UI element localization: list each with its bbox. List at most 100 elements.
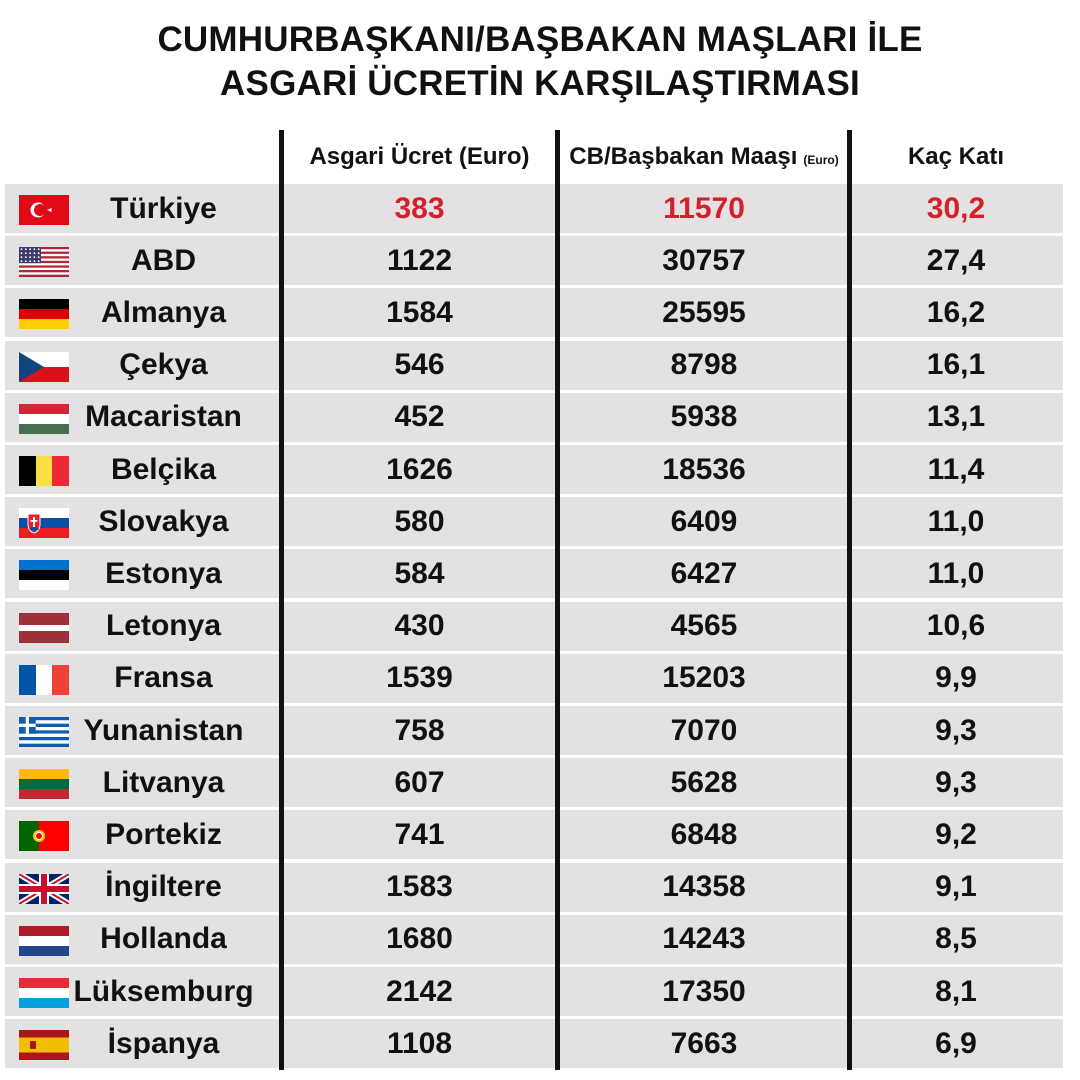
column-divider-2 xyxy=(555,130,560,1070)
min-wage-value: 1626 xyxy=(386,452,453,486)
ratio-value: 10,6 xyxy=(926,609,986,643)
country-name: ABD xyxy=(131,243,196,277)
leader-salary-value: 5938 xyxy=(670,400,738,434)
min-wage-value: 607 xyxy=(394,765,445,799)
table-header: Asgari Ücret (Euro) CB/Başbakan Maaşı (Eu… xyxy=(0,132,1080,182)
flag-czechia-icon xyxy=(19,351,69,382)
title-line-2: ASGARİ ÜCRETİN KARŞILAŞTIRMASI xyxy=(220,64,860,103)
flag-estonia-icon xyxy=(19,560,69,591)
table-row: Macaristan 452 5938 13,1 xyxy=(5,392,1063,442)
header-leader-salary-label: CB/Başbakan Maaşı xyxy=(569,143,798,170)
country-name: Türkiye xyxy=(110,191,217,225)
flag-hungary-icon xyxy=(19,403,69,434)
flag-belgium-icon xyxy=(19,456,69,486)
table-row: Yunanistan 758 7070 9,3 xyxy=(5,706,1063,755)
ratio-value: 13,1 xyxy=(926,400,986,434)
ratio-value: 9,3 xyxy=(935,765,977,799)
flag-uk-icon xyxy=(19,873,69,904)
ratio-value: 8,5 xyxy=(935,922,977,956)
table-row: Lüksemburg 2142 17350 8,1 xyxy=(5,967,1063,1016)
flag-portugal-icon xyxy=(19,821,69,852)
header-min-wage-label: Asgari Ücret (Euro) xyxy=(309,143,530,170)
min-wage-value: 1680 xyxy=(386,922,453,956)
page-title: CUMHURBAŞKANI/BAŞBAKAN MAŞLARI İLE ASGAR… xyxy=(0,18,1080,106)
leader-salary-value: 15203 xyxy=(662,661,746,695)
min-wage-value: 584 xyxy=(394,556,445,590)
min-wage-value: 546 xyxy=(394,348,445,382)
min-wage-value: 1539 xyxy=(386,661,453,695)
table-row: Litvanya 607 5628 9,3 xyxy=(5,758,1063,808)
table-row: Çekya 546 8798 16,1 xyxy=(5,340,1063,390)
ratio-value: 27,4 xyxy=(926,243,986,277)
ratio-value: 16,1 xyxy=(926,348,986,382)
leader-salary-value: 6848 xyxy=(670,817,738,851)
min-wage-value: 1583 xyxy=(386,870,453,904)
ratio-value: 9,9 xyxy=(935,661,977,695)
table-row: Estonya 584 6427 11,0 xyxy=(5,549,1063,599)
country-name: Litvanya xyxy=(102,765,225,799)
min-wage-value: 430 xyxy=(394,609,445,643)
min-wage-value: 1584 xyxy=(386,295,453,329)
table-row: Letonya 430 4565 10,6 xyxy=(5,601,1063,651)
min-wage-value: 758 xyxy=(394,713,445,747)
min-wage-value: 741 xyxy=(394,817,445,851)
country-name: Fransa xyxy=(114,661,213,695)
header-min-wage: Asgari Ücret (Euro) xyxy=(282,132,557,182)
header-leader-salary-unit: (Euro) xyxy=(803,153,839,167)
leader-salary-value: 7070 xyxy=(670,713,738,747)
ratio-value: 11,4 xyxy=(927,452,985,486)
ratio-value: 9,2 xyxy=(935,817,977,851)
country-name: Hollanda xyxy=(100,922,227,956)
ratio-value: 9,1 xyxy=(935,870,977,904)
column-divider-1 xyxy=(279,130,284,1070)
leader-salary-value: 14358 xyxy=(662,870,746,904)
leader-salary-value: 17350 xyxy=(662,974,746,1008)
table-row: Portekiz 741 6848 9,2 xyxy=(5,810,1063,860)
leader-salary-value: 5628 xyxy=(670,765,738,799)
table-row: Hollanda 1680 14243 8,5 xyxy=(5,914,1063,964)
country-name: Lüksemburg xyxy=(73,974,254,1008)
ratio-value: 11,0 xyxy=(927,504,985,538)
min-wage-value: 1122 xyxy=(386,243,453,277)
flag-france-icon xyxy=(19,664,69,695)
flag-lithuania-icon xyxy=(19,769,69,800)
leader-salary-value: 6409 xyxy=(670,504,738,538)
table-row: Fransa 1539 15203 9,9 xyxy=(5,653,1063,703)
ratio-value: 16,2 xyxy=(926,295,986,329)
column-divider-3 xyxy=(847,130,852,1070)
flag-turkey-icon xyxy=(19,195,69,225)
flag-netherlands-icon xyxy=(19,925,69,956)
country-name: Belçika xyxy=(110,452,217,486)
min-wage-value: 1108 xyxy=(386,1026,453,1060)
table-row: İspanya 1108 7663 6,9 xyxy=(5,1019,1063,1069)
country-name: İspanya xyxy=(107,1026,220,1060)
table-row: Türkiye 383 11570 30,2 xyxy=(5,184,1063,233)
leader-salary-value: 8798 xyxy=(670,348,738,382)
leader-salary-value: 18536 xyxy=(662,452,746,486)
flag-luxembourg-icon xyxy=(19,978,69,1008)
country-name: Macaristan xyxy=(85,400,242,434)
header-leader-salary: CB/Başbakan Maaşı (Euro) xyxy=(560,132,848,182)
min-wage-value: 452 xyxy=(394,400,445,434)
min-wage-value: 383 xyxy=(394,191,445,225)
table-row: İngiltere 1583 14358 9,1 xyxy=(5,862,1063,912)
title-line-1: CUMHURBAŞKANI/BAŞBAKAN MAŞLARI İLE xyxy=(157,20,923,59)
country-name: Portekiz xyxy=(105,817,222,851)
leader-salary-value: 6427 xyxy=(670,556,738,590)
ratio-value: 6,9 xyxy=(935,1026,977,1060)
header-ratio-label: Kaç Katı xyxy=(907,143,1005,170)
table-row: Slovakya 580 6409 11,0 xyxy=(5,497,1063,547)
table-row: ABD 1122 30757 27,4 xyxy=(5,236,1063,286)
leader-salary-value: 7663 xyxy=(670,1026,738,1060)
flag-spain-icon xyxy=(19,1030,69,1061)
header-ratio: Kaç Katı xyxy=(851,132,1061,182)
flag-slovakia-icon xyxy=(19,508,69,539)
country-name: Estonya xyxy=(105,556,222,590)
table-row: Almanya 1584 25595 16,2 xyxy=(5,288,1063,338)
country-name: İngiltere xyxy=(105,870,222,904)
ratio-value: 9,3 xyxy=(935,713,977,747)
min-wage-value: 2142 xyxy=(386,974,453,1008)
ratio-value: 30,2 xyxy=(926,191,986,225)
country-name: Almanya xyxy=(100,295,227,329)
ratio-value: 8,1 xyxy=(935,974,977,1008)
